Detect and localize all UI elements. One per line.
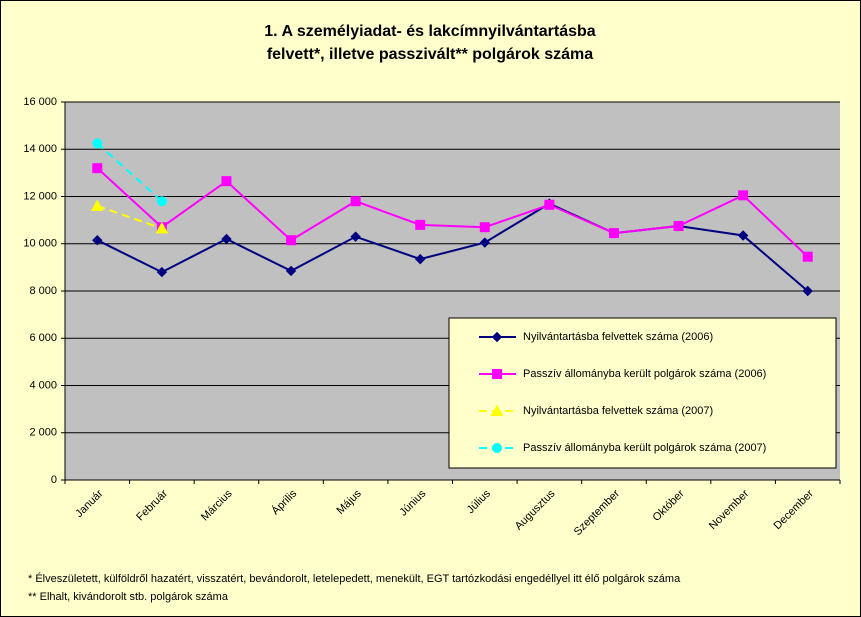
marker [155, 221, 169, 234]
marker [738, 190, 749, 201]
legend-box [448, 317, 837, 469]
marker [492, 369, 502, 379]
marker [350, 231, 361, 242]
marker [90, 199, 104, 211]
marker [92, 138, 103, 149]
series-line [96, 167, 809, 258]
y-tick-label: 8 000 [29, 285, 57, 297]
chart-title: felvett*, illetve passzivált** polgárok … [267, 46, 593, 63]
marker [156, 266, 168, 278]
marker [156, 196, 167, 207]
chart-title: 1. A személyiadat- és lakcímnyilvántartá… [264, 23, 596, 40]
marker [479, 222, 490, 233]
marker [92, 234, 103, 246]
legend-label: Nyilvántartásba felvettek száma (2007) [523, 405, 713, 417]
marker [490, 404, 504, 416]
y-tick-label: 4 000 [29, 379, 57, 391]
marker [285, 265, 297, 277]
y-tick-label: 12 000 [23, 190, 57, 202]
marker [286, 235, 297, 246]
y-tick-label: 2 000 [29, 427, 57, 439]
footnote: * Élveszületett, külföldről hazatért, vi… [28, 572, 681, 585]
y-tick-label: 0 [51, 474, 57, 486]
marker [92, 163, 103, 174]
marker [221, 233, 232, 245]
marker [350, 196, 361, 207]
marker [737, 230, 749, 241]
legend: Nyilvántartásba felvettek száma (2006) Pa… [448, 317, 837, 469]
marker [415, 253, 426, 265]
marker [492, 443, 502, 453]
y-tick-label: 16 000 [23, 96, 57, 108]
marker [479, 237, 490, 248]
y-tick-label: 6 000 [29, 332, 57, 344]
legend-label: Passzív állományba került polgárok száma… [523, 442, 766, 454]
marker [415, 219, 426, 230]
marker [221, 176, 232, 187]
marker [491, 331, 503, 343]
marker [802, 251, 813, 262]
series-line [96, 142, 163, 202]
y-tick-label: 10 000 [23, 238, 57, 250]
marker [608, 228, 619, 239]
legend-label: Nyilvántartásba felvettek száma (2006) [523, 331, 713, 343]
marker [544, 199, 555, 210]
y-tick-label: 14 000 [23, 143, 57, 155]
series-line [96, 205, 163, 230]
footnote: ** Elhalt, kivándorolt stb. polgárok szá… [28, 591, 229, 603]
legend-label: Passzív állományba került polgárok száma… [523, 368, 766, 380]
series-line [96, 202, 809, 292]
marker [802, 285, 813, 297]
marker [673, 221, 684, 232]
